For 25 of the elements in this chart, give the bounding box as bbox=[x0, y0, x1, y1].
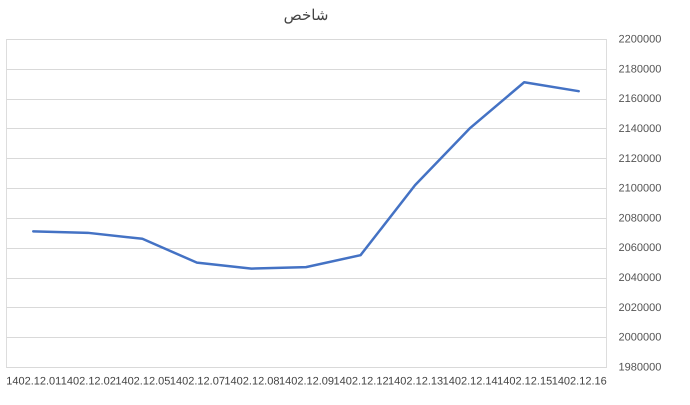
x-tick-label: 1402.12.09 bbox=[278, 376, 334, 388]
y-tick-label: 2180000 bbox=[618, 63, 662, 76]
x-tick-label: 1402.12.02 bbox=[60, 376, 116, 388]
y-tick-label: 1980000 bbox=[618, 362, 662, 374]
x-tick-label: 1402.12.05 bbox=[115, 376, 170, 388]
y-tick-label: 2100000 bbox=[618, 182, 662, 195]
x-tick-label: 1402.12.13 bbox=[388, 376, 444, 388]
y-tick-label: 2140000 bbox=[618, 122, 662, 135]
y-tick-label: 2120000 bbox=[618, 152, 662, 165]
x-tick-label: 1402.12.15 bbox=[497, 376, 552, 388]
line-series bbox=[32, 80, 580, 270]
y-tick-label: 2060000 bbox=[618, 242, 662, 254]
x-tick-label: 1402.12.14 bbox=[442, 376, 498, 388]
x-tick-label: 1402.12.07 bbox=[170, 376, 225, 388]
y-tick-label: 2160000 bbox=[618, 93, 662, 106]
y-tick-label: 2080000 bbox=[618, 212, 662, 224]
y-tick-label: 2200000 bbox=[618, 34, 662, 46]
y-tick-label: 2040000 bbox=[618, 272, 662, 284]
y-tick-label: 2020000 bbox=[618, 302, 662, 314]
x-tick-label: 1402.12.08 bbox=[224, 376, 280, 388]
x-tick-label: 1402.12.16 bbox=[552, 376, 607, 388]
chart-title: شاخص bbox=[284, 6, 328, 24]
x-tick-label: 1402.12.12 bbox=[334, 376, 389, 388]
x-tick-label: 1402.12.01 bbox=[6, 376, 62, 388]
y-tick-label: 2000000 bbox=[618, 332, 662, 344]
